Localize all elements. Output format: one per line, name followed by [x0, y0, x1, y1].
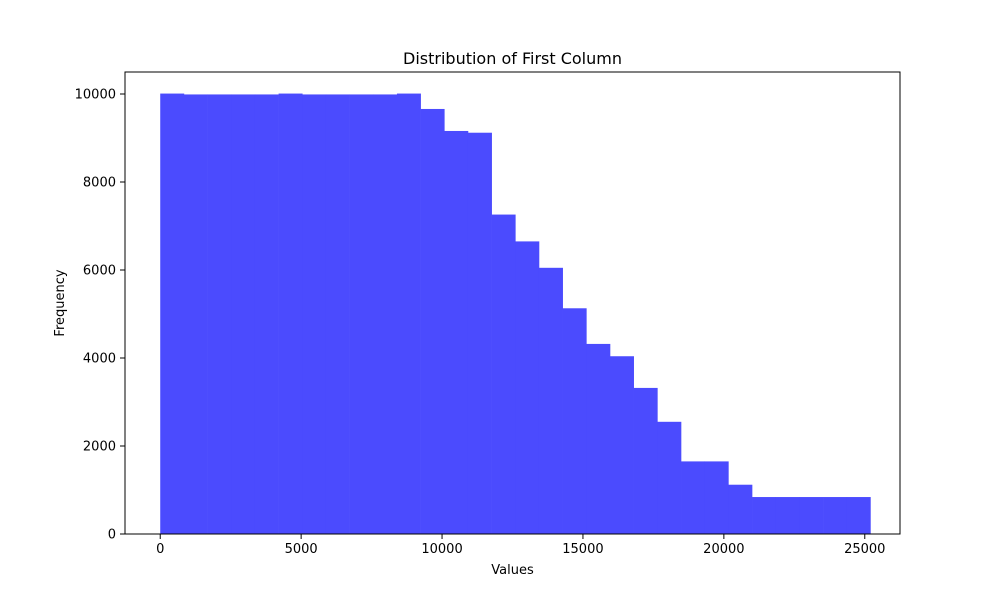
histogram-bar [562, 308, 587, 534]
histogram-bar [278, 93, 303, 534]
x-tick-label: 5000 [285, 542, 318, 557]
histogram-bar [444, 130, 469, 534]
y-axis-label: Frequency [53, 269, 68, 336]
chart-title: Distribution of First Column [403, 49, 622, 68]
y-tick-label: 10000 [75, 88, 116, 103]
y-tick-label: 6000 [83, 264, 116, 279]
histogram-bar [325, 94, 350, 534]
histogram-bar [823, 497, 848, 534]
y-tick-label: 8000 [83, 176, 116, 191]
histogram-bar [704, 461, 729, 534]
x-tick-label: 20000 [703, 542, 744, 557]
bars-group [160, 93, 871, 535]
histogram-bar [515, 241, 540, 534]
x-tick-label: 10000 [421, 542, 462, 557]
plot-frame [124, 71, 901, 535]
histogram-bar [302, 94, 327, 534]
histogram-bar [160, 93, 185, 534]
histogram-bar [207, 94, 232, 534]
histogram-bar [538, 267, 563, 534]
x-tick-label: 25000 [844, 542, 885, 557]
histogram-bar [396, 93, 421, 534]
histogram-bar [420, 108, 445, 535]
histogram-bar [775, 497, 800, 534]
histogram-bar [586, 343, 611, 534]
histogram-bar [846, 497, 871, 534]
histogram-bar [633, 387, 658, 534]
x-tick-label: 15000 [562, 542, 603, 557]
y-tick-label: 2000 [83, 440, 116, 455]
y-tick-label: 0 [108, 528, 116, 543]
x-tick-label: 0 [156, 542, 164, 557]
histogram-bar [799, 497, 824, 534]
x-axis-ticks: 0 5000 10000 15000 20000 25000 [156, 534, 885, 557]
histogram-bar [254, 94, 279, 534]
histogram-bar [467, 132, 492, 534]
histogram-bar [681, 461, 705, 534]
histogram-bar [752, 497, 777, 534]
histogram-bar [349, 94, 374, 534]
histogram-bar [491, 214, 516, 534]
histogram-bar [231, 94, 256, 534]
x-axis-label: Values [491, 563, 534, 578]
histogram-bar [373, 94, 398, 534]
y-axis-ticks: 0 2000 4000 6000 8000 10000 [75, 88, 125, 543]
histogram-bar [610, 356, 634, 534]
y-tick-label: 4000 [83, 352, 116, 367]
histogram-bar [728, 484, 753, 534]
histogram-bar [183, 94, 208, 534]
histogram-bar [657, 421, 682, 534]
